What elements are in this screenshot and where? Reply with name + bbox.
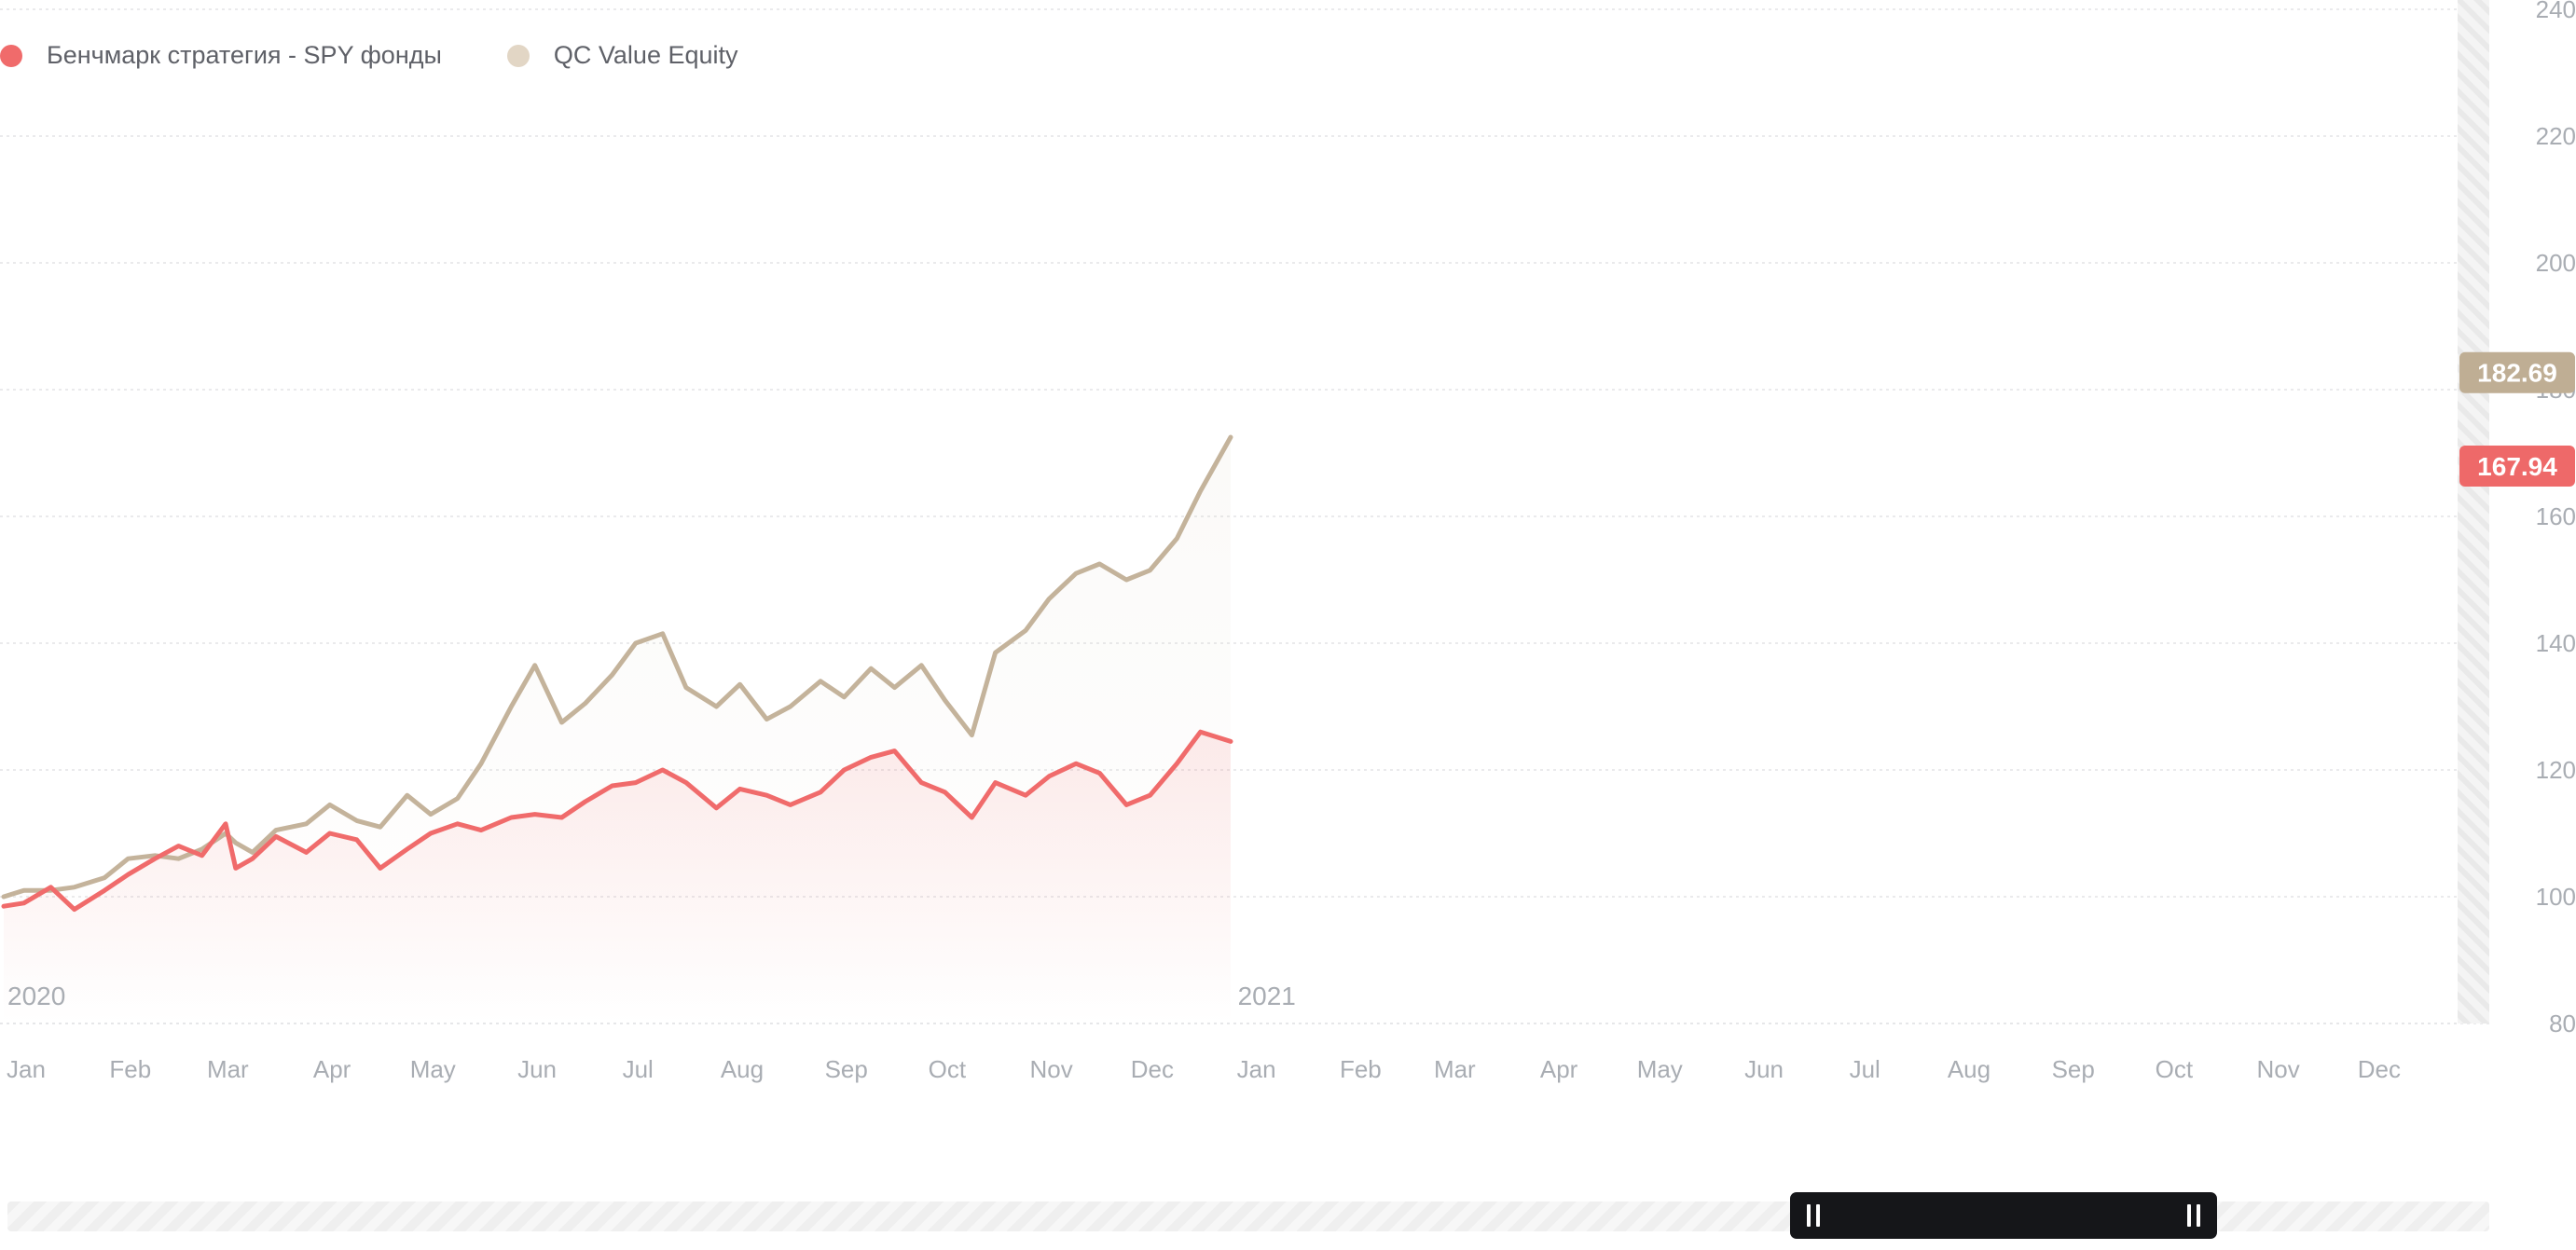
x-axis: Jan Feb Mar Apr May Jun Jul Aug Sep Oct Nov Dec Jan F… [7, 1055, 2401, 1083]
y-tick-label: 140 [2536, 629, 2576, 657]
legend: Бенчмарк стратегия - SPY фонды QC Value … [0, 41, 804, 70]
y-tick-label: 220 [2536, 122, 2576, 150]
x-tick-label: Aug [721, 1055, 764, 1083]
y-tick-label: 160 [2536, 502, 2576, 530]
area-benchmark [4, 732, 1231, 1023]
legend-dot-qc [506, 44, 530, 67]
x-tick-label: May [1637, 1055, 1683, 1083]
badge-text-benchmark: 167.94 [2477, 452, 2557, 481]
x-tick-label: Jan [7, 1055, 46, 1083]
x-tick-label: Jun [1744, 1055, 1784, 1083]
year-labels: 2020 2021 [7, 982, 1296, 1010]
legend-label-qc: QC Value Equity [553, 41, 738, 69]
y-tick-label: 120 [2536, 756, 2576, 784]
x-tick-label: Mar [207, 1055, 249, 1083]
badge-benchmark: 167.94 [2459, 446, 2575, 488]
right-grip-icon[interactable] [2187, 1204, 2200, 1227]
x-tick-label: Feb [109, 1055, 151, 1083]
x-tick-label: Apr [313, 1055, 351, 1083]
legend-dot-benchmark [0, 44, 22, 67]
x-tick-label: Jul [623, 1055, 654, 1083]
x-tick-label: Dec [1131, 1055, 1174, 1083]
year-label-2020: 2020 [7, 982, 65, 1010]
badge-qc: 182.69 [2459, 351, 2575, 393]
x-tick-label: Nov [2257, 1055, 2300, 1083]
x-tick-label: Sep [2052, 1055, 2095, 1083]
x-tick-label: Oct [929, 1055, 967, 1083]
y-axis: 80100120140160180200220240 [2536, 0, 2576, 1037]
y-tick-label: 80 [2549, 1010, 2576, 1037]
left-grip-icon[interactable] [1807, 1204, 1820, 1227]
badge-box-benchmark [2459, 446, 2575, 488]
series-areas [4, 437, 1231, 1023]
badge-box-qc [2459, 351, 2575, 393]
x-tick-label: May [410, 1055, 456, 1083]
x-tick-label: Jan [1237, 1055, 1276, 1083]
y-tick-label: 240 [2536, 0, 2576, 23]
last-value-badges: 182.69 167.94 [2459, 351, 2575, 488]
x-tick-label: Dec [2358, 1055, 2401, 1083]
legend-label-benchmark: Бенчмарк стратегия - SPY фонды [47, 41, 442, 69]
future-hatch-zone [2458, 0, 2489, 1023]
badge-text-qc: 182.69 [2477, 359, 2557, 388]
x-tick-label: Nov [1030, 1055, 1073, 1083]
range-navigator-window[interactable] [1790, 1192, 2217, 1239]
x-tick-label: Apr [1540, 1055, 1578, 1083]
y-tick-label: 200 [2536, 249, 2576, 277]
legend-item-benchmark[interactable]: Бенчмарк стратегия - SPY фонды [0, 41, 442, 70]
series-lines [1, 434, 1233, 913]
legend-item-qc[interactable]: QC Value Equity [506, 41, 738, 70]
x-tick-label: Aug [1948, 1055, 1991, 1083]
x-tick-label: Mar [1434, 1055, 1476, 1083]
series-line-benchmark[interactable] [1, 729, 1233, 913]
x-tick-label: Feb [1340, 1055, 1382, 1083]
x-tick-label: Oct [2156, 1055, 2194, 1083]
x-tick-label: Jun [517, 1055, 557, 1083]
x-tick-label: Jul [1850, 1055, 1880, 1083]
y-tick-label: 100 [2536, 883, 2576, 911]
x-tick-label: Sep [825, 1055, 868, 1083]
year-label-2021: 2021 [1238, 982, 1296, 1010]
